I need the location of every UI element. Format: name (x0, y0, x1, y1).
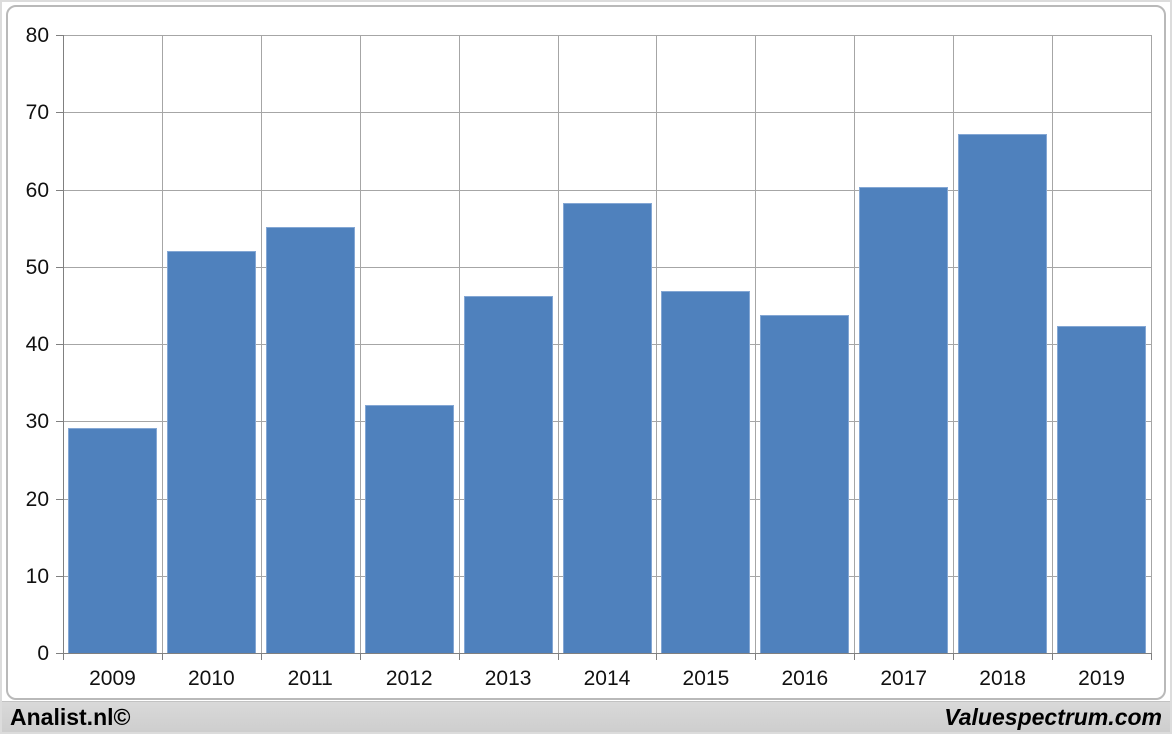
x-axis-line (63, 653, 1151, 654)
v-gridline (557, 35, 559, 653)
v-gridline (1052, 35, 1054, 653)
v-gridline (1151, 35, 1152, 653)
x-axis-tick (458, 653, 460, 660)
bar-2010 (166, 250, 256, 653)
y-axis-tick-label: 50 (25, 255, 49, 279)
footer-bar: Analist.nl© Valuespectrum.com (2, 701, 1170, 732)
x-axis-category-label: 2015 (682, 667, 730, 690)
x-axis-tick (260, 653, 262, 660)
x-axis-tick (161, 653, 163, 660)
y-axis-tick-label: 70 (25, 101, 49, 125)
x-axis-tick (1151, 653, 1152, 660)
v-gridline (458, 35, 460, 653)
x-axis-category-label: 2018 (979, 667, 1026, 690)
y-axis-tick-label: 0 (37, 642, 49, 665)
x-axis-category-label: 2011 (287, 667, 333, 690)
y-axis-tick (56, 498, 63, 500)
valuespectrum-brand-label: Valuespectrum.com (944, 703, 1162, 730)
y-axis-tick-label: 60 (25, 178, 49, 202)
bar-2015 (661, 291, 751, 653)
y-axis-tick (56, 112, 63, 114)
h-gridline (63, 189, 1151, 191)
x-axis-category-label: 2014 (583, 667, 631, 690)
x-axis-tick (557, 653, 559, 660)
y-axis-tick-label: 80 (25, 24, 49, 47)
y-axis-tick (56, 266, 63, 268)
x-axis-tick (755, 653, 757, 660)
x-axis-category-label: 2017 (880, 667, 928, 690)
h-gridline (63, 112, 1151, 114)
y-axis-tick (56, 421, 63, 423)
bar-2019 (1057, 326, 1147, 653)
bar-2017 (859, 187, 949, 653)
y-axis-tick (56, 575, 63, 577)
v-gridline (755, 35, 757, 653)
plot-area: 0 10 20 30 40 50 60 70 80 2009 2010 2011 2012 2013 201… (26, 25, 1152, 689)
x-axis-category-label: 2010 (188, 667, 235, 690)
x-axis-category-label: 2013 (484, 667, 532, 690)
v-gridline (953, 35, 955, 653)
x-axis-tick (953, 653, 955, 660)
y-axis-tick-label: 30 (25, 410, 49, 434)
bar-2011 (265, 227, 355, 653)
v-gridline (656, 35, 658, 653)
bar-2012 (364, 405, 454, 653)
x-axis-tick (656, 653, 658, 660)
x-axis-tick (63, 653, 64, 660)
x-axis-tick (854, 653, 856, 660)
bar-2009 (67, 428, 157, 653)
x-axis-category-label: 2012 (385, 667, 433, 690)
bar-2018 (958, 133, 1048, 653)
v-gridline (260, 35, 262, 653)
v-gridline (161, 35, 163, 653)
y-axis-tick-label: 10 (25, 564, 49, 588)
y-axis-tick (56, 653, 63, 654)
x-axis-category-label: 2019 (1078, 667, 1125, 690)
y-axis-tick (56, 35, 63, 36)
x-axis-category-label: 2016 (781, 667, 829, 690)
v-gridline (359, 35, 361, 653)
y-axis-tick-label: 40 (25, 333, 49, 356)
y-axis-tick (56, 189, 63, 191)
y-axis-tick (56, 344, 63, 345)
y-axis-line (63, 35, 64, 653)
analist-brand-label: Analist.nl© (10, 703, 131, 730)
y-axis-tick-label: 20 (25, 487, 49, 511)
x-axis-category-label: 2009 (89, 667, 136, 690)
bar-2016 (760, 314, 850, 653)
bar-2013 (463, 296, 553, 653)
bar-2014 (562, 202, 652, 653)
x-axis-tick (359, 653, 361, 660)
x-axis-tick (1052, 653, 1054, 660)
v-gridline (854, 35, 856, 653)
h-gridline (63, 35, 1151, 36)
